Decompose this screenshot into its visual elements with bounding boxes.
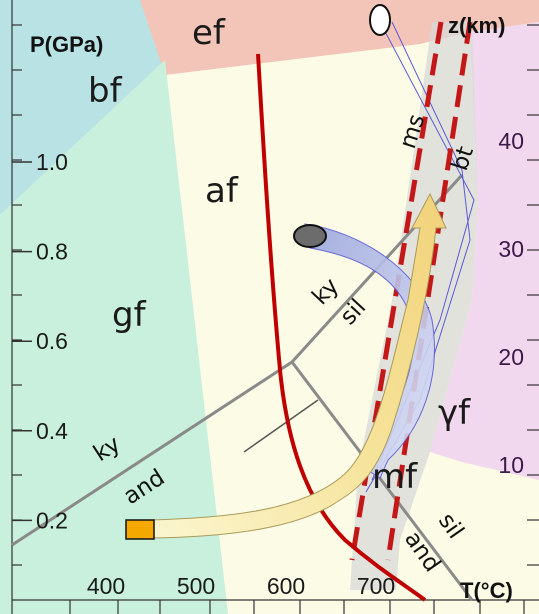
start-marker-grey-ellipse [293, 224, 327, 248]
facies-label-af: af [205, 171, 239, 211]
z-axis-title: z(km) [448, 13, 505, 38]
t-axis-tick-label: 700 [357, 573, 395, 599]
field-bf [0, 0, 165, 215]
dashed-curve-right [385, 21, 473, 561]
start-marker-white-ellipse [369, 4, 391, 36]
facies-label-ef: ef [192, 13, 226, 53]
p-axis-tick-label: 0.4 [36, 418, 68, 444]
facies-label-gamma-f: γf [438, 393, 471, 433]
facies-label-gf: gf [112, 295, 147, 335]
field-gf [0, 60, 228, 614]
start-marker-orange-square [125, 519, 155, 540]
solidus-curve [256, 53, 427, 602]
z-axis-tick-label: 30 [498, 236, 524, 262]
and-sil-line [290, 361, 474, 601]
pt-path-yellow [149, 192, 447, 539]
t-axis-title: T(°C) [460, 578, 513, 603]
facies-label-bf: bf [88, 71, 123, 111]
p-axis-tick-label: 0.6 [36, 328, 68, 354]
facies-label-mf: mf [372, 457, 418, 497]
p-axis-tick-labels: 0.2 0.4 0.6 0.8 1.0 [12, 149, 68, 533]
ky-and-line [11, 360, 293, 547]
t-axis-tick-labels: 400 500 600 700 [87, 573, 395, 599]
t-axis-tick-label: 600 [267, 573, 305, 599]
z-axis-tick-label: 40 [498, 128, 524, 154]
p-axis-tick-label: 0.2 [36, 507, 68, 533]
tie-line [243, 399, 319, 453]
p-axis-tick-label: 0.8 [36, 239, 68, 265]
t-axis-ticks [69, 600, 525, 614]
field-gamma-f [430, 22, 539, 480]
z-axis-tick-labels: 10 20 30 40 [498, 128, 524, 478]
z-axis-minor-ticks [527, 24, 539, 566]
t-axis-tick-label: 400 [87, 573, 125, 599]
p-axis-title: P(GPa) [30, 32, 103, 57]
p-axis-tick-label: 1.0 [36, 149, 68, 175]
field-ef [140, 0, 539, 75]
t-axis-tick-label: 500 [177, 573, 215, 599]
z-axis-tick-label: 20 [498, 344, 524, 370]
z-axis-tick-label: 10 [498, 452, 524, 478]
